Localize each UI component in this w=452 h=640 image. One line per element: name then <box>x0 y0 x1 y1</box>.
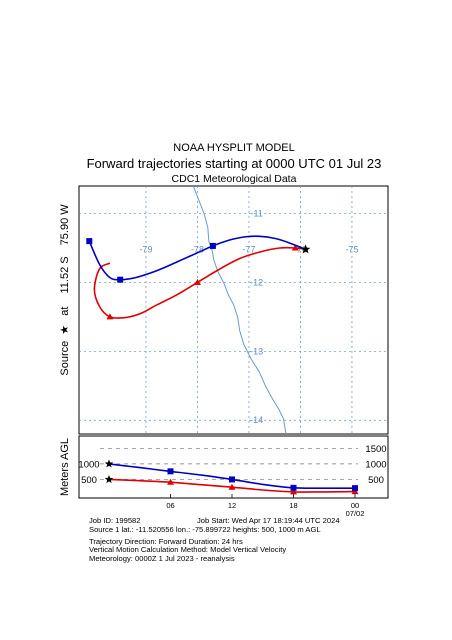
profile-1000-marker <box>167 468 174 475</box>
x-tick-label: 06 <box>166 501 174 510</box>
lon-label: -79 <box>139 244 152 254</box>
vertical-motion: Vertical Motion Calculation Method: Mode… <box>89 545 286 554</box>
profile-grid <box>100 447 358 480</box>
profile-start-star-icon <box>104 459 114 468</box>
source-prefix: Source <box>59 341 71 376</box>
model-title: NOAA HYSPLIT MODEL <box>173 142 294 154</box>
lat-label: -14 <box>250 415 263 425</box>
job-start: Job Start: Wed Apr 17 18:19:44 UTC 2024 <box>197 516 340 525</box>
coastline-path <box>192 186 287 434</box>
profile-500-marker <box>228 483 236 490</box>
height-label-right: 500 <box>368 475 384 486</box>
trajectories <box>86 235 311 320</box>
lon-label: -77 <box>242 244 255 254</box>
source-star-icon <box>300 244 311 254</box>
profile-start-star-icon <box>104 474 114 484</box>
lon-label: -78 <box>191 244 204 254</box>
lon-label: -75 <box>345 244 358 254</box>
x-tick-label: 12 <box>228 501 236 510</box>
height-label-left: 1000 <box>78 459 99 470</box>
profile-ylabel: Meters AGL <box>59 438 71 496</box>
source-coords: Source 1 lat.: -11.520556 lon.: -75.8997… <box>89 525 321 534</box>
profile-lines <box>104 459 359 495</box>
trajectory-500-marker <box>106 313 114 320</box>
height-label-right: 1000 <box>365 459 386 470</box>
trajectory-1000-marker <box>117 276 124 283</box>
profile-500-marker <box>167 478 174 485</box>
profile-1000-marker <box>290 484 297 491</box>
trajectory-500 <box>93 246 306 319</box>
lat-label: -12 <box>250 277 263 287</box>
lat-label: -13 <box>250 346 263 356</box>
x-tick-label: 18 <box>289 501 297 510</box>
profile-panel: Meters AGL 1500 1000 500 1000 500 06 12 18 0007… <box>59 435 389 518</box>
trajectory-direction: Trajectory Direction: Forward Duration: … <box>89 537 243 546</box>
trajectory-500-marker <box>193 278 201 285</box>
source-lat: 11.52 S <box>59 256 71 293</box>
trajectory-1000 <box>88 235 306 281</box>
map-frame <box>78 185 389 435</box>
lat-label: -11 <box>251 209 263 219</box>
height-label-left: 500 <box>81 475 97 486</box>
height-label-right: 1500 <box>365 444 386 455</box>
lon-labels: -79 -78 -77 -76 -75 <box>139 244 358 254</box>
trajectory-1000-marker <box>209 242 216 249</box>
lat-labels: -11 -12 -13 -14 <box>250 209 263 426</box>
met-data-label: CDC1 Meteorological Data <box>172 173 297 185</box>
job-info: Job ID: 199582 Job Start: Wed Apr 17 18:… <box>89 516 340 563</box>
coastline <box>192 186 287 434</box>
source-label: Source ★ at 11.52 S 75.90 W <box>59 204 71 376</box>
chart-title: Forward trajectories starting at 0000 UT… <box>87 156 382 171</box>
source-star-icon: ★ <box>59 325 71 335</box>
meteorology: Meteorology: 0000Z 1 Jul 2023 - reanalys… <box>89 554 235 563</box>
profile-500-marker <box>290 488 297 495</box>
svg-text:Source ★ at: Source ★ at 11.52 S 75.90 W <box>59 204 71 376</box>
profile-labels: 1500 1000 500 1000 500 <box>78 444 386 486</box>
x-date-label: 07/02 <box>346 509 365 518</box>
profile-1000-marker <box>229 476 235 483</box>
source-at: at <box>59 307 71 316</box>
trajectory-500-marker <box>291 244 299 251</box>
profile-1000-marker <box>352 485 358 492</box>
x-tick-label: 00 <box>351 501 359 510</box>
lon-label: -76 <box>294 244 307 254</box>
source-lon: 75.90 W <box>59 204 71 246</box>
profile-frame <box>78 435 389 499</box>
trajectory-1000-marker <box>86 238 93 245</box>
map-panel: -79 -78 -77 -76 -75 -11 -12 -13 -14 <box>78 185 389 435</box>
job-id: Job ID: 199582 <box>89 516 141 525</box>
map-grid <box>79 186 388 434</box>
